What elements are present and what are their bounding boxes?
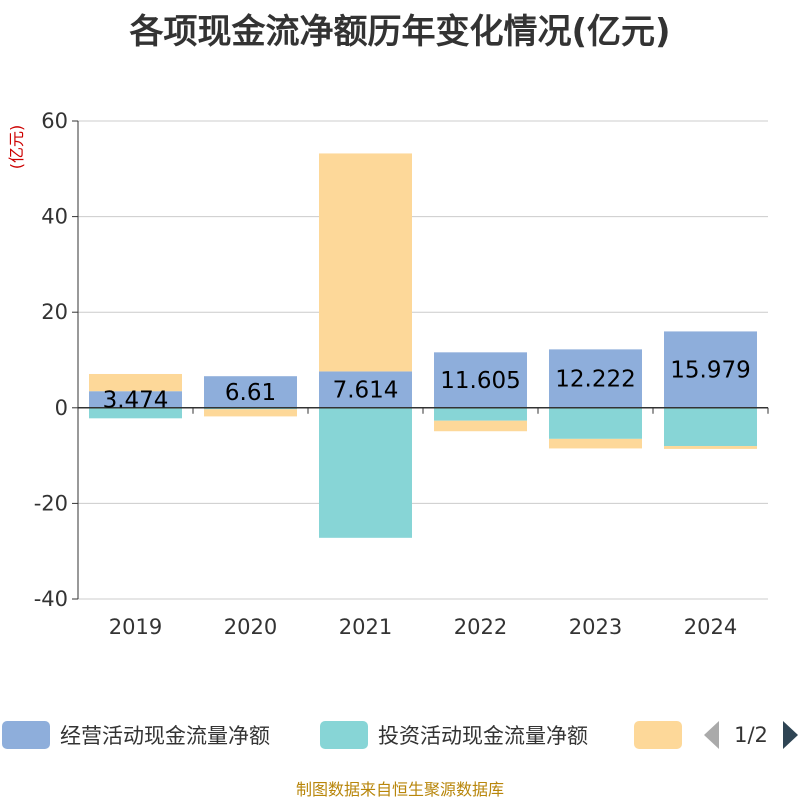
- bar-value-label: 11.605: [440, 368, 520, 394]
- bars: [89, 153, 757, 538]
- bar-series-3-2024: [664, 446, 757, 449]
- legend-swatch-2[interactable]: [320, 721, 368, 749]
- legend-label-1[interactable]: 经营活动现金流量净额: [60, 724, 270, 748]
- x-tick-label: 2022: [454, 615, 507, 639]
- x-tick-label: 2024: [684, 615, 737, 639]
- legend: 经营活动现金流量净额 投资活动现金流量净额 1/2: [2, 721, 798, 749]
- bar-series-3-2019: [89, 373, 182, 392]
- bar-series-1-2024: [664, 331, 757, 408]
- bar-series-1-2022: [434, 352, 527, 408]
- bar-series-2-2022: [434, 407, 527, 421]
- x-tick-label: 2020: [224, 615, 277, 639]
- y-tick-label: 40: [41, 205, 68, 229]
- legend-prev-icon[interactable]: [704, 721, 719, 749]
- bar-series-1-2020: [204, 376, 297, 408]
- legend-next-icon[interactable]: [783, 721, 798, 749]
- bar-labels: 3.474 6.61 7.614 11.605 12.222 15.979: [103, 358, 751, 414]
- bar-series-3-2023: [549, 438, 642, 449]
- bar-series-1-2023: [549, 349, 642, 408]
- chart-title: 各项现金流净额历年变化情况(亿元): [129, 12, 671, 52]
- axes: 60 40 20 0 -20 -40 2019 2020 2021 2022 2023 2024: [34, 109, 769, 639]
- y-tick-label: 0: [55, 396, 68, 420]
- legend-swatch-3[interactable]: [634, 721, 682, 749]
- bar-series-2-2023: [549, 407, 642, 439]
- data-source-note: 制图数据来自恒生聚源数据库: [296, 780, 504, 799]
- bar-value-label: 6.61: [225, 380, 276, 406]
- bar-series-2-2021: [319, 407, 412, 538]
- x-tick-label: 2023: [569, 615, 622, 639]
- bar-value-label: 3.474: [103, 387, 169, 413]
- x-tick-label: 2019: [109, 615, 162, 639]
- bar-value-label: 7.614: [333, 378, 399, 404]
- y-tick-label: -20: [34, 491, 68, 515]
- bar-series-1-2019: [89, 391, 182, 408]
- x-tick-label: 2021: [339, 615, 392, 639]
- bar-series-3-2022: [434, 420, 527, 432]
- bar-series-3-2021: [319, 153, 412, 372]
- bar-value-label: 12.222: [555, 367, 635, 393]
- legend-label-2[interactable]: 投资活动现金流量净额: [378, 724, 588, 748]
- legend-swatch-1[interactable]: [2, 721, 50, 749]
- bar-series-3-2020: [204, 409, 297, 417]
- y-axis-unit-label: (亿元): [7, 125, 26, 170]
- y-tick-label: 60: [41, 109, 68, 133]
- y-tick-label: 20: [41, 300, 68, 324]
- y-tick-label: -40: [34, 587, 68, 611]
- bar-series-2-2024: [664, 407, 757, 447]
- bar-series-2-2019: [89, 407, 182, 419]
- legend-page-indicator: 1/2: [734, 723, 768, 747]
- bar-series-1-2021: [319, 371, 412, 408]
- bar-value-label: 15.979: [670, 358, 750, 384]
